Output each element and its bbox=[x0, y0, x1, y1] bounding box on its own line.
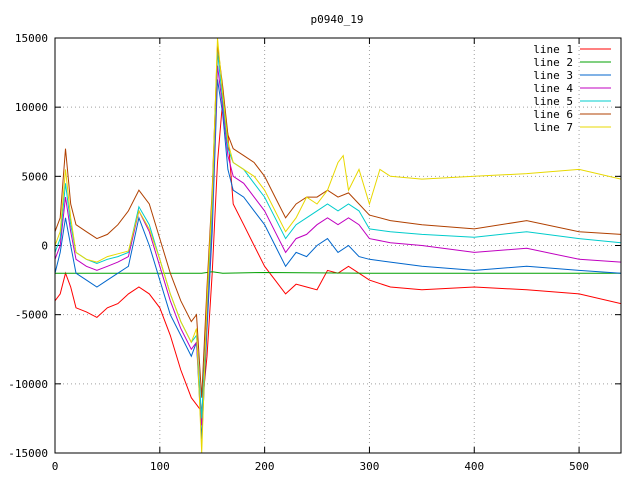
legend-label-7: line 7 bbox=[533, 121, 573, 134]
y-tick-label: -5000 bbox=[15, 309, 48, 322]
x-tick-label: 0 bbox=[52, 460, 59, 473]
chart-title: p0940_19 bbox=[311, 13, 364, 26]
y-axis-ticks: -15000 -10000 -5000 0 5000 10000 15000 bbox=[8, 32, 621, 460]
y-tick-label: 10000 bbox=[15, 101, 48, 114]
x-tick-label: 500 bbox=[569, 460, 589, 473]
series-line-3 bbox=[55, 79, 621, 440]
x-axis-ticks: 0 100 200 300 400 500 bbox=[52, 38, 589, 473]
legend-label-6: line 6 bbox=[533, 108, 573, 121]
y-tick-label: 0 bbox=[41, 240, 48, 253]
y-tick-label: 5000 bbox=[22, 170, 49, 183]
legend-label-2: line 2 bbox=[533, 56, 573, 69]
y-tick-label: 15000 bbox=[15, 32, 48, 45]
series-lines bbox=[55, 38, 621, 453]
legend-label-5: line 5 bbox=[533, 95, 573, 108]
series-line-2 bbox=[55, 271, 621, 274]
legend-label-4: line 4 bbox=[533, 82, 573, 95]
legend-label-1: line 1 bbox=[533, 43, 573, 56]
x-tick-label: 100 bbox=[150, 460, 170, 473]
legend-label-3: line 3 bbox=[533, 69, 573, 82]
plot-frame bbox=[54, 37, 622, 454]
x-tick-label: 400 bbox=[464, 460, 484, 473]
x-tick-label: 200 bbox=[255, 460, 275, 473]
series-line-4 bbox=[55, 65, 621, 426]
y-tick-label: -10000 bbox=[8, 378, 48, 391]
series-line-6 bbox=[55, 44, 621, 398]
y-tick-label: -15000 bbox=[8, 447, 48, 460]
series-line-5 bbox=[55, 51, 621, 419]
series-line-7 bbox=[55, 38, 621, 453]
x-tick-label: 300 bbox=[360, 460, 380, 473]
